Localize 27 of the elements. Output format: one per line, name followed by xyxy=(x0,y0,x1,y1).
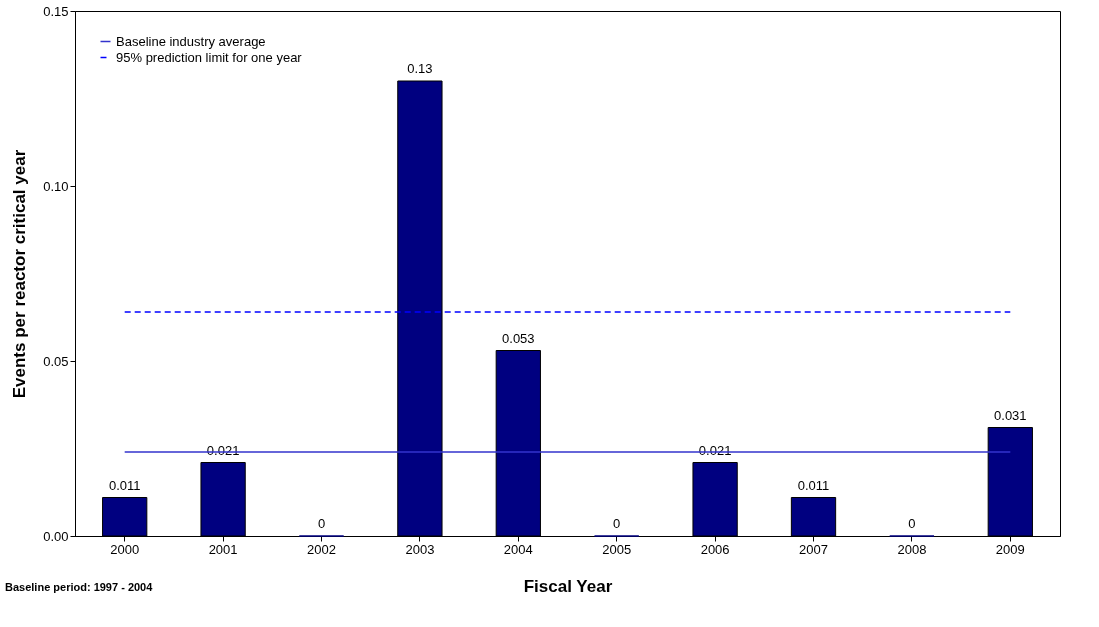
x-tick-label: 2002 xyxy=(307,541,336,557)
data-label: 0 xyxy=(317,516,326,531)
y-axis-title: Events per reactor critical year xyxy=(10,149,30,399)
x-tick-label: 2007 xyxy=(799,541,828,557)
y-tick-label: 0.10 xyxy=(43,178,69,194)
x-tick-label: 2006 xyxy=(700,541,730,557)
y-tick-label: 0.15 xyxy=(43,3,69,19)
x-tick-label: 2009 xyxy=(995,541,1025,557)
data-label: 0.011 xyxy=(797,477,830,493)
data-label: 0.13 xyxy=(407,61,433,76)
data-label: 0 xyxy=(908,516,916,531)
x-tick-label: 2003 xyxy=(405,541,435,557)
x-tick-label: 2005 xyxy=(602,541,632,557)
x-axis-title: Fiscal Year xyxy=(523,576,613,596)
x-tick-label: 2004 xyxy=(503,541,533,557)
y-tick-label: 0.00 xyxy=(43,528,69,544)
x-tick-label: 2001 xyxy=(208,541,238,557)
x-tick-label: 2000 xyxy=(110,541,140,557)
x-tick-label: 2008 xyxy=(897,541,927,557)
text: Baseline period: 1997 - 2004 xyxy=(5,581,154,593)
legend-label: Baseline industry average xyxy=(116,33,266,49)
data-label: 0.053 xyxy=(502,330,535,346)
data-label: 0.011 xyxy=(108,477,141,493)
y-tick-label: 0.05 xyxy=(43,353,69,369)
legend-label: 95% prediction limit for one year xyxy=(116,49,303,65)
data-label: 0.031 xyxy=(994,407,1027,423)
data-label: 0 xyxy=(613,516,621,531)
